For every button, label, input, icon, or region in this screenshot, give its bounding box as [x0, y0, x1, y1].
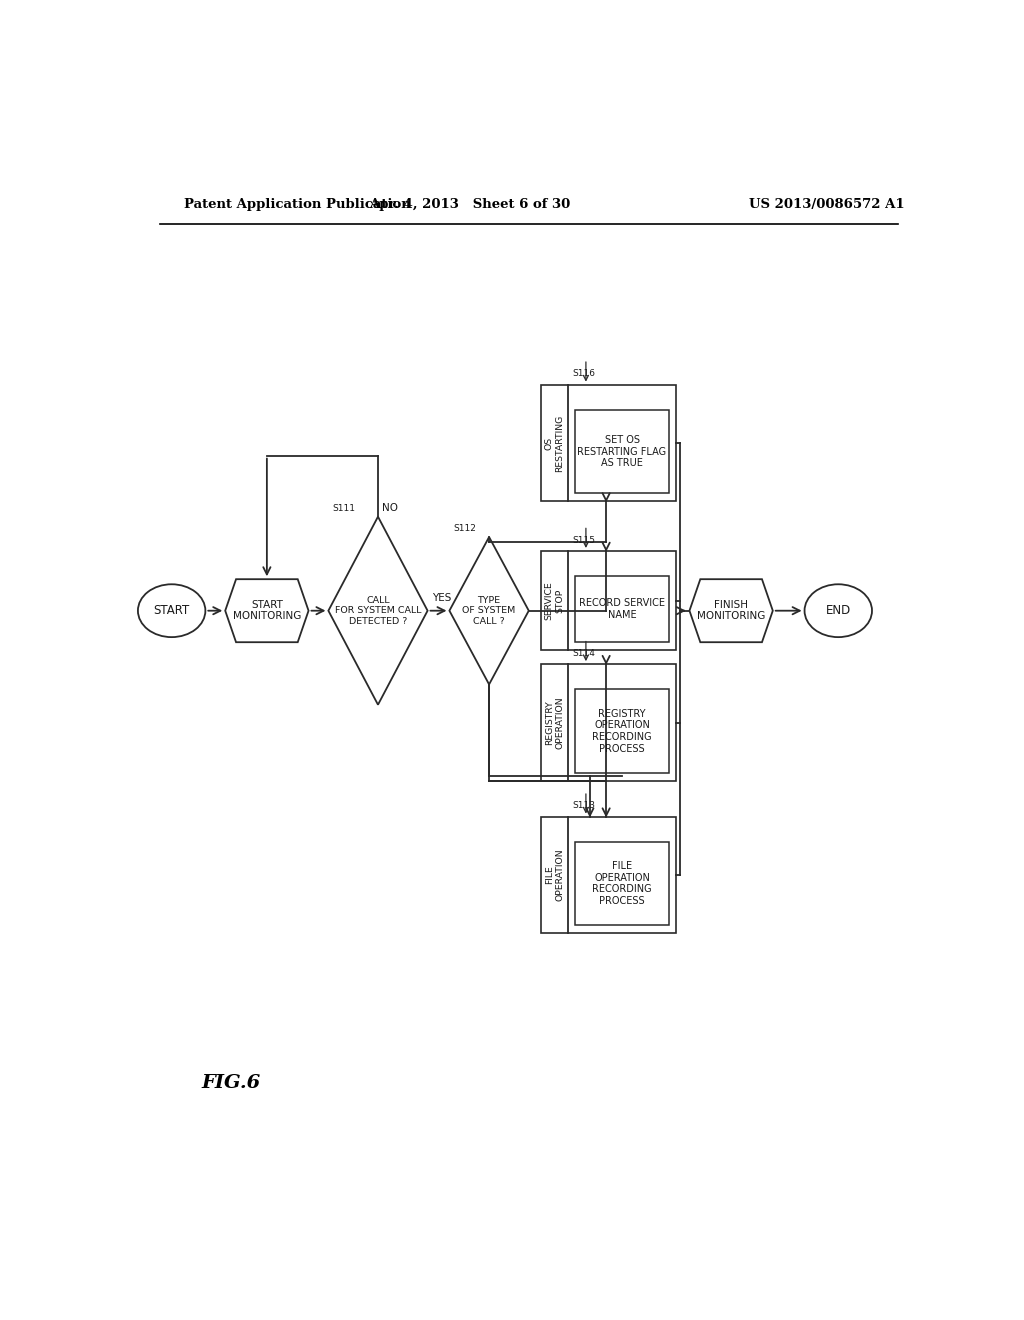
Text: S114: S114: [572, 649, 595, 657]
Text: SET OS
RESTARTING FLAG
AS TRUE: SET OS RESTARTING FLAG AS TRUE: [578, 436, 667, 469]
Text: FILE
OPERATION: FILE OPERATION: [545, 849, 564, 902]
Text: S111: S111: [333, 504, 355, 512]
Text: CALL
FOR SYSTEM CALL
DETECTED ?: CALL FOR SYSTEM CALL DETECTED ?: [335, 595, 421, 626]
Text: Apr. 4, 2013   Sheet 6 of 30: Apr. 4, 2013 Sheet 6 of 30: [369, 198, 570, 211]
Text: SERVICE
STOP: SERVICE STOP: [545, 581, 564, 620]
Text: START
MONITORING: START MONITORING: [232, 599, 301, 622]
Text: TYPE
OF SYSTEM
CALL ?: TYPE OF SYSTEM CALL ?: [463, 595, 516, 626]
Text: FILE
OPERATION
RECORDING
PROCESS: FILE OPERATION RECORDING PROCESS: [592, 861, 652, 906]
Text: S115: S115: [572, 536, 595, 545]
Text: FIG.6: FIG.6: [202, 1074, 261, 1093]
Text: END: END: [825, 605, 851, 618]
Text: START: START: [154, 605, 189, 618]
Text: NO: NO: [382, 503, 398, 512]
Text: REGISTRY
OPERATION: REGISTRY OPERATION: [545, 696, 564, 748]
Text: Patent Application Publication: Patent Application Publication: [183, 198, 411, 211]
Text: S116: S116: [572, 370, 595, 379]
Text: S113: S113: [572, 801, 595, 810]
Text: S112: S112: [454, 524, 476, 533]
Text: US 2013/0086572 A1: US 2013/0086572 A1: [749, 198, 904, 211]
Text: YES: YES: [431, 593, 451, 602]
Text: RECORD SERVICE
NAME: RECORD SERVICE NAME: [579, 598, 665, 620]
Text: FINISH
MONITORING: FINISH MONITORING: [697, 599, 765, 622]
Text: OS
RESTARTING: OS RESTARTING: [545, 414, 564, 471]
Text: REGISTRY
OPERATION
RECORDING
PROCESS: REGISTRY OPERATION RECORDING PROCESS: [592, 709, 652, 754]
